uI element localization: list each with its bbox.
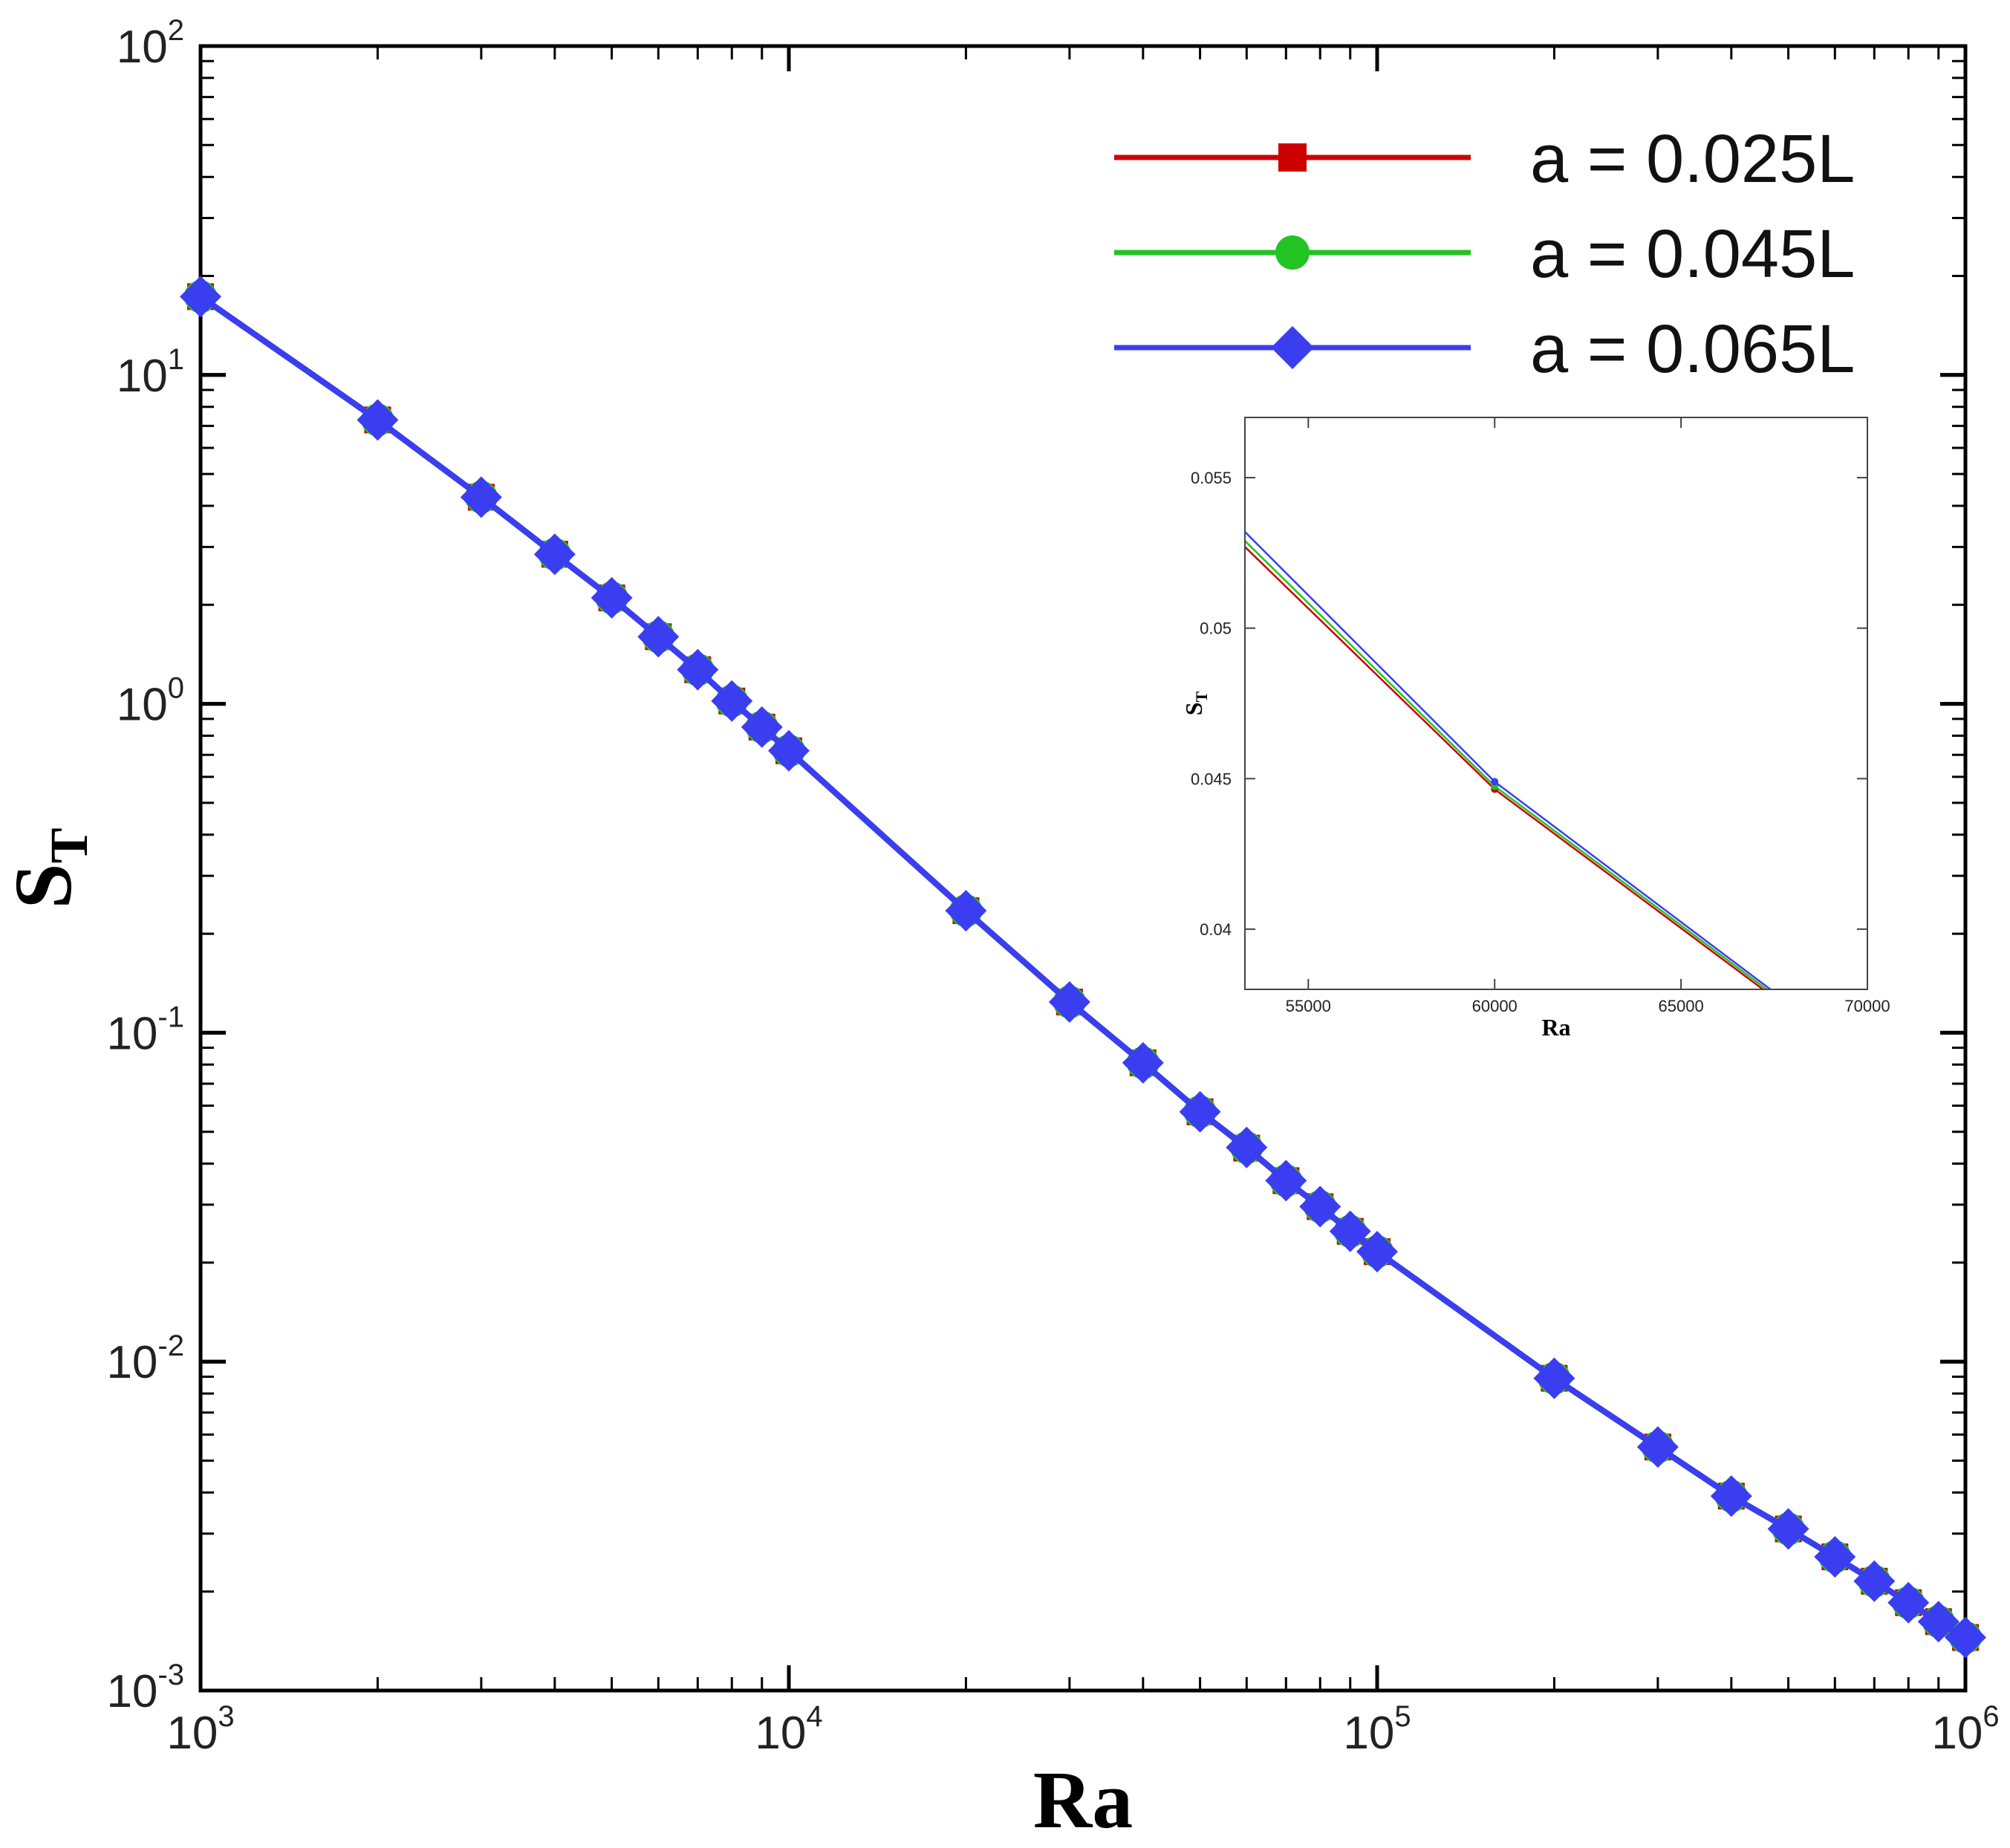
y-tick-label: 10-3 <box>106 1659 184 1717</box>
legend-item: a = 0.025L <box>1114 121 1855 197</box>
data-point <box>1814 1535 1856 1578</box>
inset-series <box>1244 531 1772 990</box>
series-line <box>198 294 1968 1640</box>
svg-text:ST: ST <box>1180 691 1211 715</box>
legend-item: a = 0.045L <box>1114 216 1855 292</box>
series-diamond <box>180 276 1986 1659</box>
data-point <box>591 576 633 619</box>
legend: a = 0.025L a = 0.045L a = 0.065L <box>1114 121 1855 387</box>
data-point <box>1299 1185 1341 1228</box>
legend-marker <box>1271 326 1314 369</box>
main-plot-frame <box>198 44 1968 1693</box>
data-point <box>1533 1357 1575 1399</box>
x-tick-label: 105 <box>1343 1700 1411 1759</box>
data-point <box>460 476 502 518</box>
y-axis-title-main: S <box>0 863 88 908</box>
data-point <box>1122 1041 1164 1084</box>
inset-series-group <box>1244 531 1772 991</box>
y-axis-title-subscript: T <box>39 827 99 863</box>
inset-y-tick-label: 0.04 <box>1200 920 1232 939</box>
data-point <box>1917 1601 1959 1643</box>
data-point <box>768 729 810 772</box>
inset-y-tick-label: 0.045 <box>1191 770 1232 788</box>
data-point <box>1710 1475 1752 1517</box>
y-tick-label: 100 <box>117 672 184 731</box>
inset-y-tick-label: 0.05 <box>1200 619 1232 638</box>
data-point <box>1356 1231 1398 1273</box>
inset-y-tick-label: 0.055 <box>1191 469 1232 487</box>
y-tick-label: 101 <box>117 343 184 402</box>
inset-tick-labels: 55000 60000 65000 70000 0.04 0.045 0.05 0.055 <box>1191 469 1890 1015</box>
data-point <box>1329 1210 1371 1252</box>
data-point <box>711 680 753 722</box>
y-tick-label: 10-2 <box>106 1330 184 1388</box>
data-point <box>1945 1616 1986 1659</box>
data-point <box>1048 981 1090 1024</box>
data-point <box>1226 1126 1268 1168</box>
legend-label: a = 0.065L <box>1530 311 1855 387</box>
inset-chart: 55000 60000 65000 70000 0.04 0.045 0.05 0.055 R… <box>1180 417 1890 1041</box>
inset-x-tick-label: 55000 <box>1286 997 1331 1015</box>
legend-marker <box>1275 235 1310 270</box>
data-point <box>677 648 719 691</box>
inset-plot-frame <box>1244 417 1868 990</box>
x-axis-title: Ra <box>1033 1754 1133 1845</box>
x-tick-label: 106 <box>1931 1700 1999 1759</box>
data-point <box>533 533 576 576</box>
x-tick-label: 103 <box>166 1700 234 1759</box>
inset-y-axis-title-subscript: T <box>1192 691 1211 702</box>
svg-text:ST: ST <box>0 827 99 908</box>
inset-x-tick-label: 70000 <box>1844 997 1890 1015</box>
data-point <box>180 276 221 318</box>
data-point <box>1887 1581 1930 1624</box>
data-point <box>637 616 680 658</box>
y-tick-label: 10-1 <box>106 1001 184 1059</box>
inset-y-axis-title-main: S <box>1180 702 1207 715</box>
data-point <box>357 399 399 441</box>
legend-label: a = 0.045L <box>1530 216 1855 292</box>
data-point <box>741 706 783 748</box>
data-point <box>1179 1090 1221 1133</box>
legend-label: a = 0.025L <box>1530 121 1855 197</box>
data-point <box>1636 1426 1679 1468</box>
legend-item: a = 0.065L <box>1114 311 1855 387</box>
inset-x-axis-title: Ra <box>1541 1014 1570 1041</box>
main-tick-labels: 103 104 105 106 10-3 10-2 10-1 100 101 102 <box>106 14 1999 1759</box>
x-tick-label: 104 <box>755 1700 822 1759</box>
y-tick-label: 102 <box>117 14 184 73</box>
y-axis-title: ST <box>0 827 99 908</box>
inset-data-point <box>1491 778 1499 786</box>
inset-axis-ticks <box>1245 417 1868 989</box>
data-point <box>1853 1560 1896 1602</box>
inset-y-axis-title: ST <box>1180 691 1211 715</box>
inset-x-tick-label: 60000 <box>1472 997 1518 1015</box>
inset-x-tick-label: 65000 <box>1659 997 1704 1015</box>
inset-background <box>1245 417 1867 989</box>
main-series-group <box>180 276 1986 1659</box>
data-point <box>1767 1508 1809 1550</box>
legend-marker <box>1278 143 1307 172</box>
main-axis-ticks <box>198 44 1968 1693</box>
data-point <box>945 890 987 932</box>
data-point <box>1265 1159 1307 1202</box>
